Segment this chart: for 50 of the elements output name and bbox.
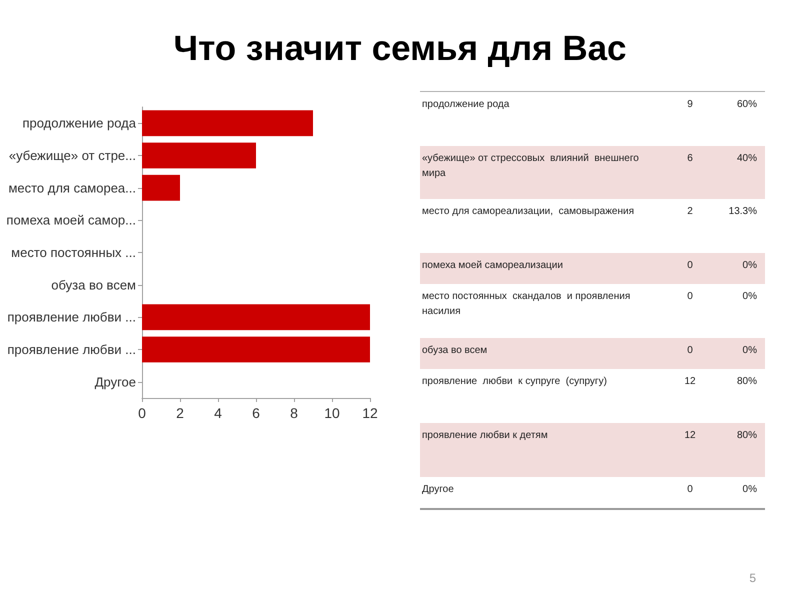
x-tick-label: 10 <box>324 405 340 421</box>
category-label: проявление любви к супруге (супругу) <box>422 375 608 389</box>
y-tick-label: место для самореа... <box>8 180 136 196</box>
data-label: 0% <box>742 344 757 358</box>
data-label: 6 <box>686 152 694 166</box>
x-tick-label: 2 <box>176 405 184 421</box>
data-label: 0 <box>686 259 694 273</box>
text: 5 <box>749 571 756 585</box>
data-label: 12 <box>683 375 697 389</box>
y-tick-label: проявление любви ... <box>7 310 136 325</box>
data-label: 0% <box>742 483 757 497</box>
data-label: 2 <box>686 205 694 219</box>
x-tick-label: 0 <box>138 405 146 421</box>
data-label: 12 <box>683 429 697 443</box>
data-label: 0 <box>686 290 694 304</box>
y-tick-label: продолжение рода <box>22 116 137 131</box>
category-label: место постоянных скандалов и проявления насилия <box>422 290 632 319</box>
category-label: проявление любви к детям <box>422 429 549 443</box>
y-tick-label: «убежище» от стре... <box>8 148 136 163</box>
chart-title: Что значит семья для Вас <box>173 29 627 68</box>
bar <box>142 174 180 201</box>
data-label: 80% <box>736 429 757 443</box>
x-tick-label: 6 <box>252 405 260 421</box>
y-tick-label: проявление любви ... <box>7 342 136 357</box>
data-label: 0 <box>686 483 694 497</box>
data-label: 0% <box>742 259 757 273</box>
bar <box>142 142 256 168</box>
data-label: 60% <box>736 98 757 112</box>
bar <box>142 110 313 136</box>
category-label: обуза во всем <box>422 344 488 358</box>
y-tick-label: Другое <box>94 374 136 390</box>
y-tick-label: обуза во всем <box>51 277 136 292</box>
data-label: 13.3% <box>728 205 757 219</box>
x-tick-label: 12 <box>362 405 378 421</box>
category-label: продолжение рода <box>422 98 510 112</box>
x-tick-label: 4 <box>214 405 222 421</box>
x-tick-label: 8 <box>290 405 298 421</box>
data-label: 40% <box>736 152 757 166</box>
data-label: 80% <box>736 375 757 389</box>
category-label: «убежище» от стрессовых влияний внешнего мира <box>422 152 640 181</box>
y-tick-label: место постоянных ... <box>11 245 136 260</box>
data-label: 0% <box>742 290 757 304</box>
bar <box>142 304 370 330</box>
category-label: место для самореализации, самовыражения <box>422 205 635 219</box>
data-label: 9 <box>686 98 694 112</box>
category-label: помеха моей самореализации <box>422 259 564 273</box>
data-label: 0 <box>686 344 694 358</box>
category-label: Другое <box>422 483 455 497</box>
bar <box>142 336 370 362</box>
y-tick-label: помеха моей самор... <box>6 212 136 228</box>
